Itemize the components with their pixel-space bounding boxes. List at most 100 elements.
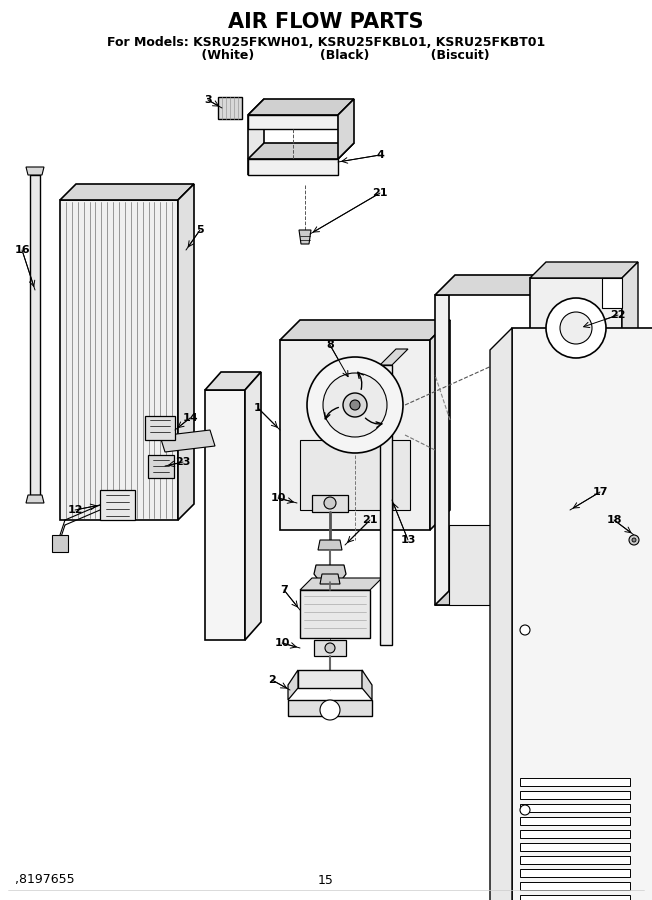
Circle shape (632, 538, 636, 542)
Circle shape (325, 643, 335, 653)
Text: 13: 13 (400, 535, 416, 545)
Text: 4: 4 (376, 150, 384, 160)
Polygon shape (520, 843, 630, 851)
Polygon shape (280, 340, 430, 530)
Text: 3: 3 (204, 95, 212, 105)
Polygon shape (338, 99, 354, 159)
Polygon shape (30, 175, 40, 495)
Polygon shape (500, 655, 520, 715)
Polygon shape (362, 670, 372, 700)
Polygon shape (288, 670, 298, 700)
Polygon shape (300, 590, 370, 638)
Polygon shape (380, 365, 392, 645)
Circle shape (307, 357, 403, 453)
Polygon shape (52, 535, 68, 552)
Polygon shape (520, 856, 630, 864)
Polygon shape (530, 262, 638, 278)
Polygon shape (178, 184, 194, 520)
Polygon shape (602, 278, 622, 308)
Polygon shape (588, 375, 598, 403)
Text: AIR FLOW PARTS: AIR FLOW PARTS (228, 12, 424, 32)
Polygon shape (435, 275, 620, 295)
Polygon shape (60, 200, 178, 520)
Polygon shape (490, 328, 512, 900)
Polygon shape (525, 595, 625, 627)
Polygon shape (520, 895, 630, 900)
Polygon shape (530, 346, 550, 378)
Polygon shape (245, 372, 261, 640)
Polygon shape (520, 869, 630, 877)
Polygon shape (520, 804, 630, 812)
Polygon shape (248, 99, 264, 175)
Polygon shape (280, 320, 450, 340)
Polygon shape (530, 278, 622, 378)
Polygon shape (586, 295, 600, 605)
Polygon shape (520, 817, 630, 825)
Polygon shape (520, 830, 630, 838)
Polygon shape (520, 882, 630, 890)
Polygon shape (622, 262, 638, 378)
Polygon shape (435, 585, 620, 605)
Polygon shape (205, 390, 245, 640)
Polygon shape (218, 97, 242, 119)
Circle shape (629, 535, 639, 545)
Polygon shape (314, 640, 346, 656)
Circle shape (324, 497, 336, 509)
Polygon shape (645, 443, 652, 715)
Text: 16: 16 (14, 245, 30, 255)
Polygon shape (380, 349, 408, 365)
Polygon shape (300, 440, 410, 510)
Polygon shape (160, 430, 215, 452)
Polygon shape (300, 578, 382, 590)
Circle shape (560, 312, 592, 344)
Polygon shape (298, 670, 362, 688)
Polygon shape (449, 525, 586, 605)
Circle shape (520, 625, 530, 635)
Polygon shape (288, 700, 372, 716)
Polygon shape (145, 416, 175, 440)
Text: 8: 8 (326, 340, 334, 350)
Circle shape (343, 393, 367, 417)
Polygon shape (600, 275, 620, 605)
Polygon shape (299, 230, 311, 244)
Text: 22: 22 (610, 310, 626, 320)
Polygon shape (320, 574, 340, 584)
Text: 18: 18 (606, 515, 622, 525)
Polygon shape (435, 295, 449, 605)
Polygon shape (26, 495, 44, 503)
Polygon shape (525, 520, 625, 552)
Polygon shape (26, 167, 44, 175)
Polygon shape (205, 372, 261, 390)
Circle shape (320, 700, 340, 720)
Circle shape (323, 373, 387, 437)
Polygon shape (312, 495, 348, 512)
Polygon shape (100, 490, 135, 520)
Text: 23: 23 (175, 457, 190, 467)
Circle shape (350, 400, 360, 410)
Polygon shape (500, 443, 652, 465)
Text: 7: 7 (280, 585, 288, 595)
Text: 12: 12 (67, 505, 83, 515)
Text: For Models: KSRU25FKWH01, KSRU25FKBL01, KSRU25FKBT01: For Models: KSRU25FKWH01, KSRU25FKBL01, … (107, 35, 545, 49)
Polygon shape (520, 778, 630, 786)
Text: 2: 2 (268, 675, 276, 685)
Circle shape (546, 298, 606, 358)
Polygon shape (500, 465, 645, 715)
Text: 10: 10 (274, 638, 289, 648)
Text: 1: 1 (254, 403, 262, 413)
Polygon shape (512, 328, 652, 900)
Polygon shape (430, 320, 450, 530)
Text: (White)               (Black)              (Biscuit): (White) (Black) (Biscuit) (162, 49, 490, 61)
Polygon shape (314, 565, 346, 582)
Polygon shape (248, 99, 354, 115)
Polygon shape (520, 791, 630, 799)
Polygon shape (60, 184, 194, 200)
Text: 14: 14 (182, 413, 198, 423)
Polygon shape (248, 159, 338, 175)
Polygon shape (588, 425, 598, 453)
Circle shape (520, 805, 530, 815)
Text: 21: 21 (363, 515, 378, 525)
Text: 17: 17 (592, 487, 608, 497)
Polygon shape (248, 143, 354, 159)
Polygon shape (588, 475, 598, 503)
